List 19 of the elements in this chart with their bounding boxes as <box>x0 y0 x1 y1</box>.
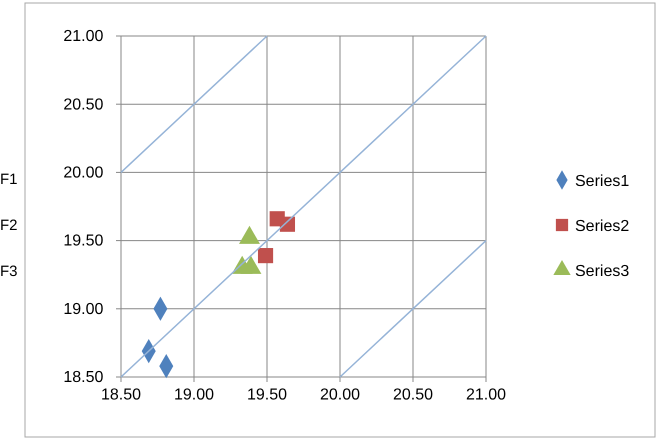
text: F3 <box>0 263 18 280</box>
x-tick-label: 21.00 <box>466 386 506 404</box>
legend-label: Series1 <box>575 173 630 190</box>
legend-label: Series2 <box>575 218 630 235</box>
y-tick-label: 19.50 <box>63 232 104 250</box>
y-tick-label: 19.00 <box>63 300 104 318</box>
x-tick-label: 19.50 <box>246 386 288 404</box>
x-tick-label: 19.00 <box>174 386 214 404</box>
y-tick-label: 20.50 <box>63 96 104 114</box>
text: F1 <box>0 171 18 188</box>
x-tick-label: 18.50 <box>100 386 142 404</box>
legend-label: Series3 <box>575 263 630 280</box>
y-tick-label: 20.00 <box>63 164 104 182</box>
x-tick-label: 20.00 <box>320 386 360 404</box>
x-tick-label: 20.50 <box>392 386 434 404</box>
point <box>258 248 274 264</box>
y-tick-label: 21.00 <box>63 28 104 46</box>
y-tick-label: 18.50 <box>63 369 104 386</box>
text: F2 <box>0 217 18 234</box>
